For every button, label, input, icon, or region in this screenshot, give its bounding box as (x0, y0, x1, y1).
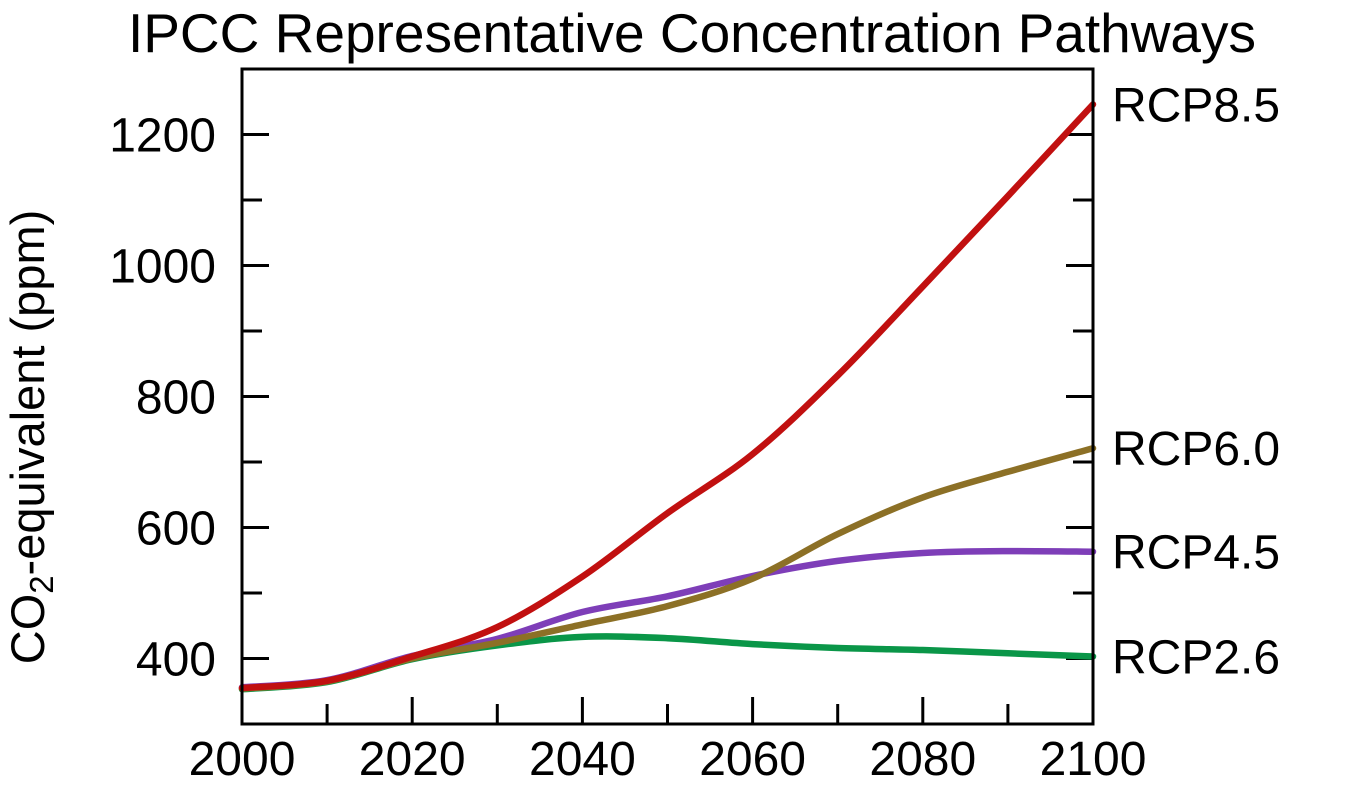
line-rcp26 (238, 633, 1097, 693)
x-tick-label-2000: 2000 (189, 733, 296, 786)
chart-title: IPCC Representative Concentration Pathwa… (128, 2, 1256, 64)
y-tick-label-400: 400 (136, 634, 216, 687)
x-tick-label-2100: 2100 (1040, 733, 1147, 786)
x-tick-label-2080: 2080 (869, 733, 976, 786)
legend-label-rcp85: RCP8.5 (1112, 79, 1280, 132)
legend-label-rcp26: RCP2.6 (1112, 632, 1280, 685)
y-axis-label-main: CO (1, 594, 54, 665)
x-tick-label-2060: 2060 (699, 733, 806, 786)
y-tick-label-800: 800 (136, 372, 216, 425)
x-tick-label-2040: 2040 (529, 733, 636, 786)
x-tick-label-2020: 2020 (359, 733, 466, 786)
data-lines (238, 101, 1097, 693)
y-tick-label-1200: 1200 (109, 110, 216, 163)
y-axis-label: CO2-equivalent (ppm) (1, 210, 60, 665)
legend: RCP8.5 RCP6.0 RCP4.5 RCP2.6 (1112, 79, 1280, 684)
y-tick-label-600: 600 (136, 503, 216, 556)
line-rcp85 (238, 101, 1097, 692)
y-tick-label-1000: 1000 (109, 241, 216, 294)
legend-label-rcp60: RCP6.0 (1112, 423, 1280, 476)
plot-border (240, 67, 1095, 726)
y-axis-label-rest: -equivalent (ppm) (1, 210, 54, 576)
legend-label-rcp45: RCP4.5 (1112, 527, 1280, 580)
axis-tick-labels: 2000 2020 2040 2060 2080 2100 400 600 800 1000 120… (109, 110, 1146, 787)
y-axis-label-subscript: 2 (23, 575, 60, 593)
